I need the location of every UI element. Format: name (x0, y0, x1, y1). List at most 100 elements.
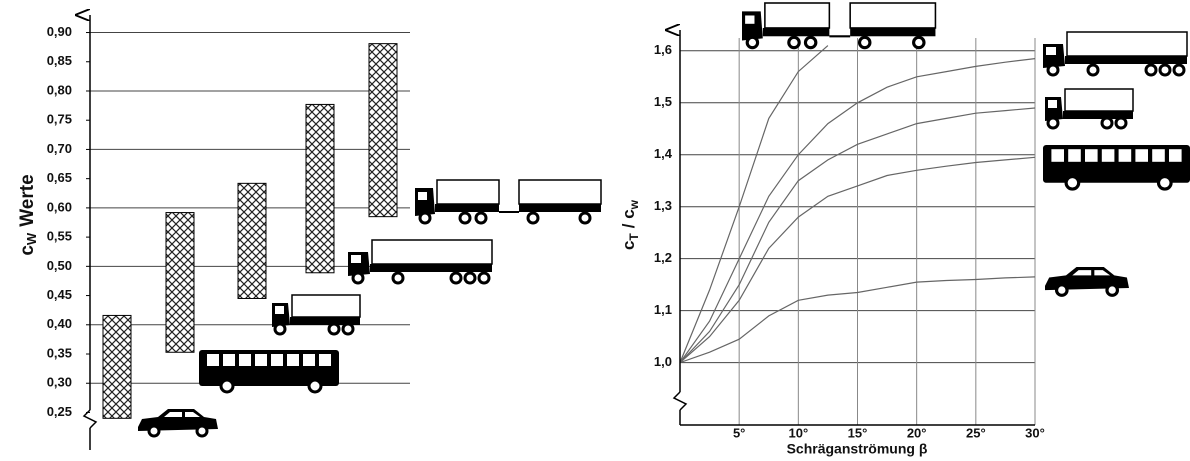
range-bar (103, 315, 131, 418)
y-tick-label: 0,30 (47, 375, 72, 390)
wheel (580, 213, 590, 223)
chassis (1065, 56, 1187, 64)
cargo (1067, 32, 1187, 56)
y-tick-label: 1,5 (654, 94, 672, 109)
wheel (221, 380, 233, 392)
y-tick-label: 1,2 (654, 250, 672, 265)
chart: cWWerte cT/ cw Schräganströmung β 0,250,… (0, 0, 1190, 461)
vehicle-icon (415, 180, 601, 223)
cargo (1065, 89, 1133, 111)
y-tick-label: 1,6 (654, 42, 672, 57)
wheel (528, 213, 538, 223)
y-tick-label: 0,90 (47, 24, 72, 39)
wheel (420, 213, 430, 223)
vehicle-icon (1045, 89, 1133, 128)
cab-window (351, 255, 361, 263)
cab-window (745, 15, 754, 23)
bus-window (1102, 149, 1115, 162)
y-tick-label: 0,40 (47, 316, 72, 331)
chassis (435, 204, 499, 212)
y-label-sub: T (627, 233, 641, 241)
x-tick-label: 15° (848, 425, 868, 440)
wheel (353, 273, 363, 283)
cargo (437, 180, 499, 204)
vehicle-icon (199, 350, 339, 392)
wheel (1160, 65, 1170, 75)
y-tick-label: 0,45 (47, 287, 72, 302)
wheel (1048, 65, 1058, 75)
y-tick-label: 1,4 (654, 146, 673, 161)
bus-window (303, 354, 315, 366)
range-bar (306, 104, 334, 272)
y-tick-label: 1,0 (654, 354, 672, 369)
trailer-chassis (850, 28, 935, 36)
y-tick-label: 0,50 (47, 258, 72, 273)
wheel (1088, 65, 1098, 75)
cab-window (1046, 47, 1056, 55)
bus-window (207, 354, 219, 366)
bus-window (1169, 149, 1182, 162)
range-bar (166, 213, 194, 353)
cargo (372, 240, 492, 264)
wheel (747, 37, 757, 47)
vehicle-icon (272, 295, 360, 334)
wheel (451, 273, 461, 283)
cab-window (418, 192, 427, 200)
cargo (292, 295, 360, 317)
y-tick-label: 0,25 (47, 404, 72, 419)
wheel (460, 213, 470, 223)
bus-window (319, 354, 331, 366)
vehicle-icon (742, 3, 935, 48)
chassis (763, 28, 830, 36)
wheel (1102, 118, 1112, 128)
wheel (465, 273, 475, 283)
chassis (370, 264, 492, 272)
bus-window (1152, 149, 1165, 162)
wheel (1107, 285, 1118, 296)
wheel (275, 324, 285, 334)
x-tick-label: 5° (733, 425, 745, 440)
wheel (1066, 177, 1079, 190)
cab-window (1048, 100, 1057, 108)
bus-window (223, 354, 235, 366)
bus-window (239, 354, 251, 366)
y-tick-label: 1,1 (654, 302, 672, 317)
y-label-sub: W (24, 232, 39, 245)
y-axis-label: cT/ cw (619, 199, 641, 250)
vehicle-icon (138, 409, 218, 436)
y-label-part: / c (619, 209, 638, 228)
bus-window (1068, 149, 1081, 162)
wheel (805, 37, 815, 47)
x-axis-label: Schräganströmung β (787, 441, 928, 457)
cab-window (275, 306, 284, 314)
range-bar (238, 183, 266, 298)
bus-window (255, 354, 267, 366)
wheel (789, 37, 799, 47)
wheel (860, 37, 870, 47)
wheel (197, 426, 207, 436)
vehicle-icon (1043, 145, 1190, 189)
wheel (1159, 177, 1172, 190)
trailer (519, 180, 601, 204)
wheel (149, 426, 159, 436)
cargo (765, 3, 829, 28)
y-tick-label: 0,35 (47, 345, 72, 360)
bus-window (1085, 149, 1098, 162)
wheel (479, 273, 489, 283)
bus-window (1119, 149, 1132, 162)
wheel (1146, 65, 1156, 75)
trailer-chassis (519, 204, 601, 212)
wheel (309, 380, 321, 392)
wheel (476, 213, 486, 223)
vehicle-icon (1043, 32, 1187, 75)
wheel (1048, 118, 1058, 128)
wheel (393, 273, 403, 283)
y-tick-label: 0,80 (47, 82, 72, 97)
x-tick-label: 20° (907, 425, 927, 440)
y-tick-label: 1,3 (654, 198, 672, 213)
y-tick-label: 0,85 (47, 53, 72, 68)
y-label-sub: w (627, 199, 641, 210)
bus-window (271, 354, 283, 366)
wheel (914, 37, 924, 47)
wheel (343, 324, 353, 334)
